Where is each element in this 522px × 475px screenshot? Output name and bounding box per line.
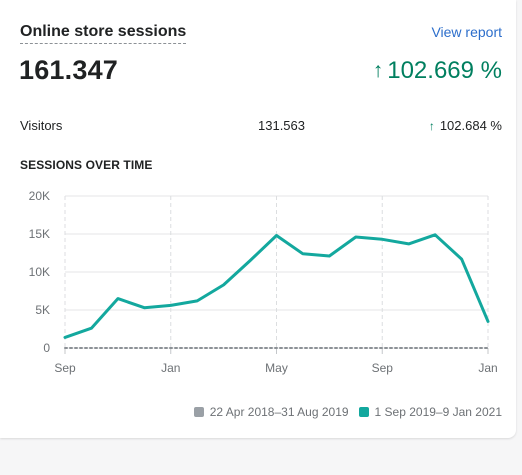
card-title[interactable]: Online store sessions xyxy=(20,22,187,44)
y-tick-label: 5K xyxy=(35,303,50,317)
y-tick-label: 10K xyxy=(29,265,50,279)
y-tick-label: 15K xyxy=(29,227,50,241)
series-line-current xyxy=(63,233,490,339)
visitors-change: ↑ 102.684 % xyxy=(429,118,502,133)
chart-legend: 22 Apr 2018–31 Aug 2019 1 Sep 2019–9 Jan… xyxy=(184,405,502,419)
legend-item-current[interactable]: 1 Sep 2019–9 Jan 2021 xyxy=(358,405,502,419)
arrow-up-icon: ↑ xyxy=(428,118,435,133)
total-change: ↑ 102.669 % xyxy=(373,57,502,85)
arrow-up-icon: ↑ xyxy=(372,59,384,82)
visitors-row: Visitors 131.563 ↑ 102.684 % xyxy=(20,118,502,136)
online-store-sessions-card: Online store sessions View report 161.34… xyxy=(0,22,516,419)
visitors-change-value: 102.684 % xyxy=(439,118,502,133)
x-tick-label: Jan xyxy=(478,361,497,375)
legend-swatch-current xyxy=(358,407,369,417)
total-sessions-value: 161.347 xyxy=(19,55,118,85)
legend-label-current: 1 Sep 2019–9 Jan 2021 xyxy=(374,405,502,419)
y-tick-label: 0 xyxy=(43,341,50,355)
x-tick-label: Jan xyxy=(161,361,180,375)
y-tick-label: 20K xyxy=(29,189,50,203)
legend-label-previous: 22 Apr 2018–31 Aug 2019 xyxy=(209,405,349,419)
visitors-label: Visitors xyxy=(20,118,63,133)
legend-swatch-previous xyxy=(193,407,204,417)
x-tick-label: Sep xyxy=(372,361,394,375)
x-tick-label: Sep xyxy=(54,361,76,375)
view-report-link[interactable]: View report xyxy=(431,24,502,40)
section-title: SESSIONS OVER TIME xyxy=(20,158,153,172)
visitors-value: 131.563 xyxy=(258,118,305,133)
sessions-chart[interactable]: 0 5K 10K 15K 20K Sep Jan May Sep Jan xyxy=(0,180,516,395)
total-change-value: 102.669 % xyxy=(387,57,502,84)
legend-item-previous[interactable]: 22 Apr 2018–31 Aug 2019 xyxy=(193,405,349,419)
x-tick-label: May xyxy=(265,361,288,375)
